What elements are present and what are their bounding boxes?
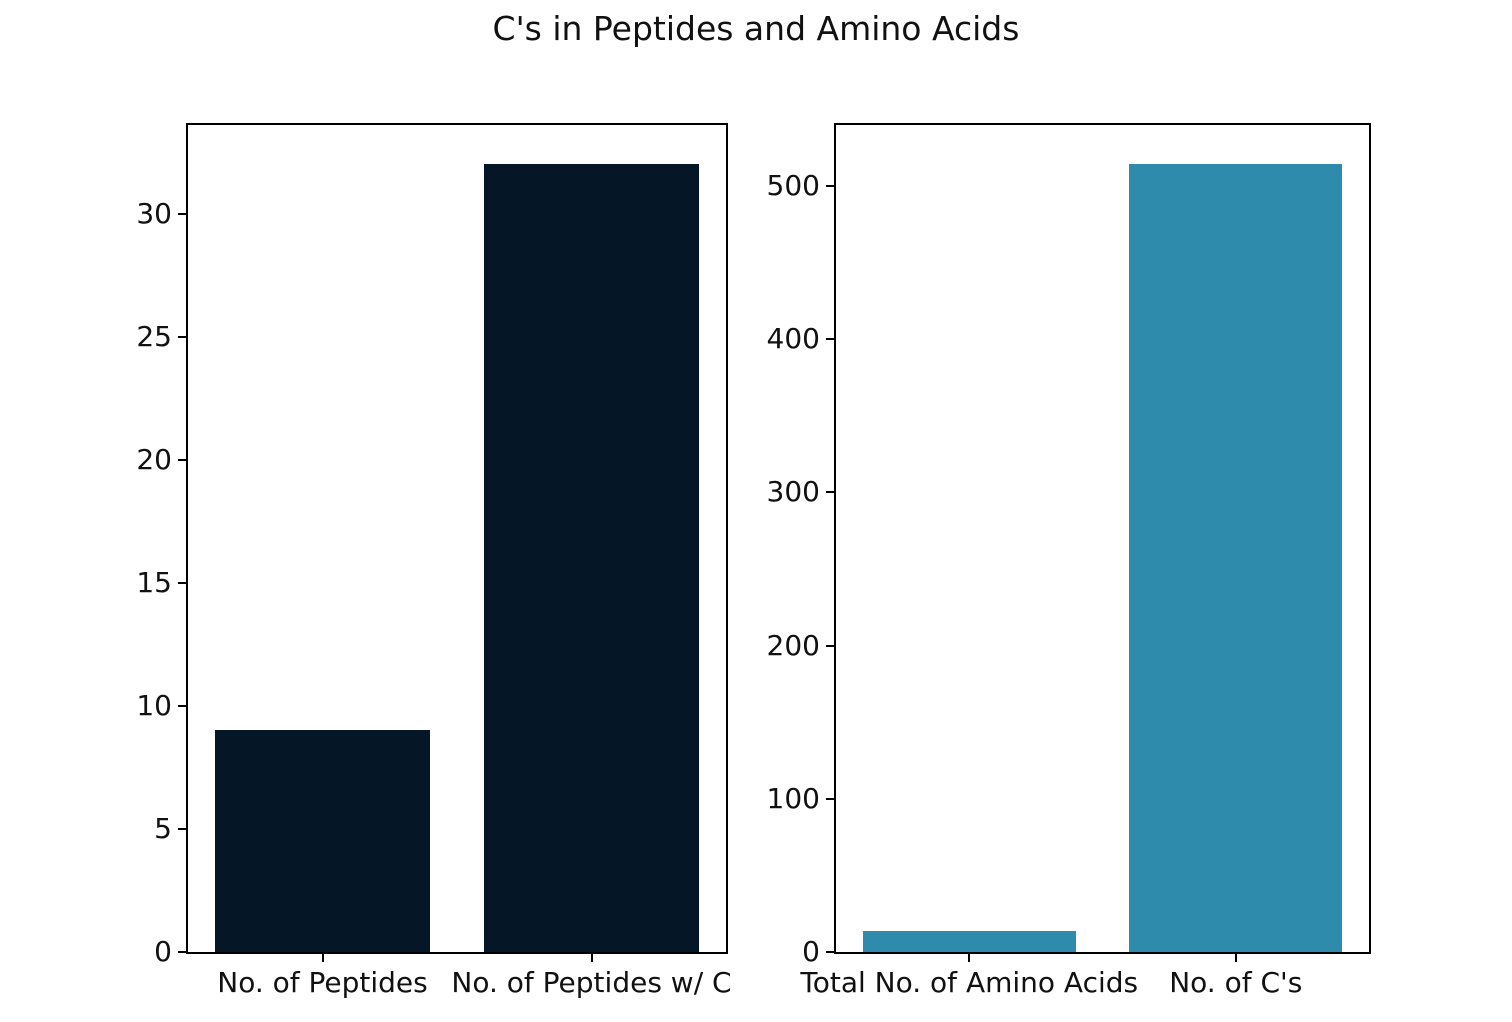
bar-no-of-peptides [214,730,431,952]
y-tick-label: 400 [766,322,820,356]
y-tick-label: 20 [136,442,172,476]
x-tick-mark [321,954,324,962]
x-tick-label-no-of-c-s: No. of C's [1169,966,1303,999]
y-tick-mark [178,951,186,953]
y-tick-label: 300 [766,475,820,509]
y-tick-label: 500 [766,168,820,202]
y-tick-mark [826,491,834,494]
y-tick-mark [826,184,834,187]
y-tick-mark [826,797,834,800]
y-tick-mark [178,581,186,584]
x-tick-mark [968,954,971,962]
y-tick-label: 200 [766,628,820,662]
x-tick-label-no-of-peptides: No. of Peptides [217,966,428,999]
bar-no-of-c-s [1129,164,1343,952]
y-tick-label: 25 [136,319,172,353]
y-tick-label: 0 [802,935,820,968]
y-tick-label: 5 [154,811,172,845]
x-tick-mark [590,954,593,962]
y-tick-label: 0 [154,935,172,968]
y-tick-label: 15 [136,565,172,599]
right-subplot: 0 100 200 300 400 500 Total No. of Amino Acids… [767,123,1371,998]
left-subplot: 0 5 10 15 20 25 30 No. of Peptides No. of Peptid… [136,123,732,998]
y-tick-mark [826,951,834,953]
y-tick-label: 30 [136,196,172,230]
figure-title: C's in Peptides and Amino Acids [492,9,1020,48]
y-tick-mark [178,212,186,215]
y-tick-mark [178,458,186,461]
bar-no-of-peptides-w-c [483,164,700,952]
y-tick-mark [826,338,834,341]
x-tick-label-total-no-of-amino-acids: Total No. of Amino Acids [800,966,1139,999]
y-tick-mark [826,644,834,647]
x-tick-mark [1234,954,1237,962]
y-tick-mark [178,335,186,338]
x-tick-label-no-of-peptides-w-c: No. of Peptides w/ C [451,966,732,999]
y-tick-mark [178,827,186,830]
y-tick-label: 10 [136,688,172,722]
bar-total-no-of-amino-acids [862,930,1076,952]
y-tick-mark [178,704,186,707]
y-tick-label: 100 [766,781,820,815]
